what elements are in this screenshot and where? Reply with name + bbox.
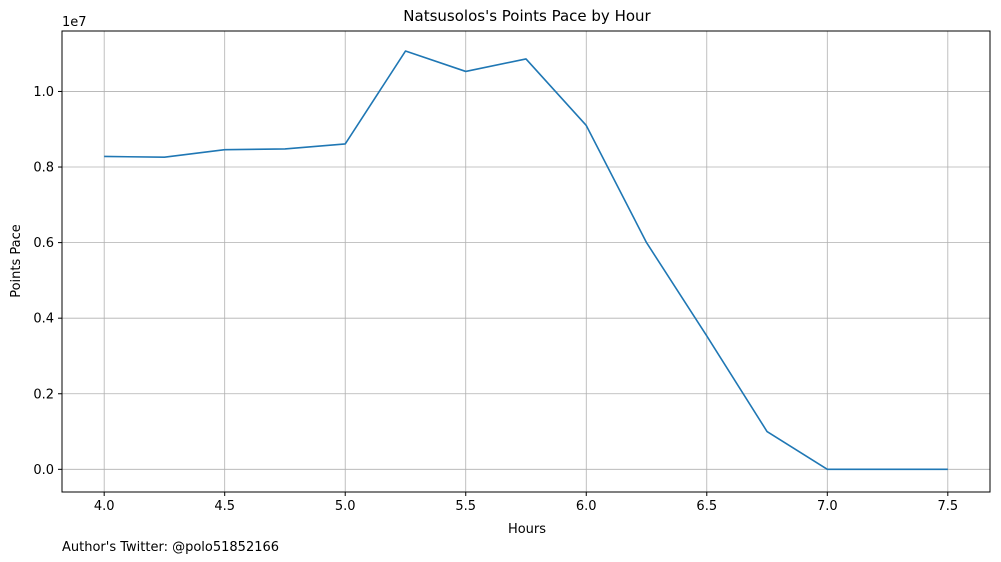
x-tick-label: 5.5: [455, 499, 476, 514]
grid: [62, 31, 990, 492]
x-tick-label: 6.0: [576, 499, 597, 514]
series-layer: [104, 50, 948, 471]
x-tick-label: 7.0: [817, 499, 838, 514]
y-offset-label: 1e7: [62, 15, 87, 30]
plot-frame: [61, 30, 991, 493]
x-tick-label: 7.5: [937, 499, 958, 514]
y-tick-label: 0.2: [33, 387, 54, 402]
y-tick-label: 1.0: [33, 85, 54, 100]
y-tick-label: 0.0: [33, 463, 54, 478]
x-tick-label: 4.5: [214, 499, 235, 514]
x-tick-label: 5.0: [335, 499, 356, 514]
x-tick-label: 6.5: [696, 499, 717, 514]
chart-title: Natsusolos's Points Pace by Hour: [403, 7, 651, 25]
y-tick-label: 0.4: [33, 312, 54, 327]
x-axis: 4.0 4.5 5.0 5.5 6.0 6.5 7.0 7.5: [94, 492, 958, 514]
y-axis-label: Points Pace: [9, 224, 24, 298]
y-tick-label: 0.6: [33, 236, 54, 251]
series-line: [104, 50, 948, 471]
author-footer: Author's Twitter: @polo51852166: [62, 540, 279, 555]
x-tick-label: 4.0: [94, 499, 115, 514]
y-axis: 0.0 0.2 0.4 0.6 0.8 1.0: [33, 85, 62, 478]
y-tick-label: 0.8: [33, 161, 54, 176]
x-axis-label: Hours: [508, 522, 546, 537]
